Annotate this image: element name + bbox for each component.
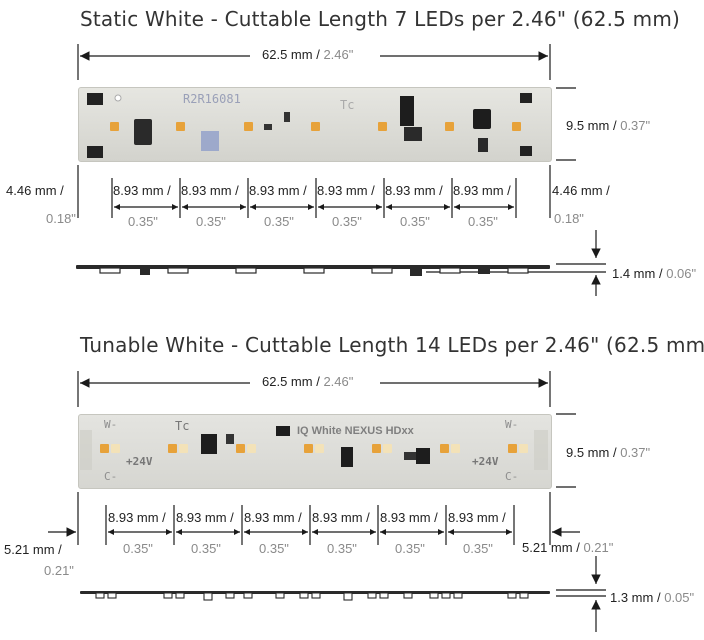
tunable-pcb-brand: IQ White NEXUS HDxx [297,425,414,437]
tunable-pitch-mm-3: 8.93 mm / [244,510,302,525]
tunable-edge-right-inch: 0.21" [583,540,614,555]
tunable-edge-right: 5.21 mm / 0.21" [522,540,613,555]
tunable-width-mm: 9.5 mm [566,445,610,460]
tunable-edge-left-mm: 5.21 mm / [4,542,62,557]
static-pitch-mm-6: 8.93 mm / [453,183,511,198]
static-edge-right-mm: 4.46 mm / [552,183,610,198]
tunable-pitch-mm-4: 8.93 mm / [312,510,370,525]
tunable-pad-c-left: C- [104,470,118,483]
tunable-section-title: Tunable White - Cuttable Length 14 LEDs … [80,333,704,357]
tunable-edge-left-inch: 0.21" [44,563,74,578]
tunable-thickness-mm: 1.3 mm [610,590,654,605]
tunable-edge-right-mm: 5.21 mm [522,540,573,555]
static-pitch-mm-2: 8.93 mm / [181,183,239,198]
tunable-pitch-in-2: 0.35" [191,541,221,556]
static-pitch-in-2: 0.35" [196,214,226,229]
tunable-overall-length-mm: 62.5 mm [262,374,313,389]
tunable-voltage-left: +24V [126,455,153,468]
tunable-width-sep: / [612,445,617,460]
tunable-pad-c-right: C- [505,470,519,483]
tunable-pitch-mm-1: 8.93 mm / [108,510,166,525]
tunable-thickness-sep: / [656,590,661,605]
static-overall-length: 62.5 mm / 2.46" [262,47,353,62]
tunable-voltage-right: +24V [472,455,499,468]
tunable-thickness: 1.3 mm / 0.05" [610,590,694,605]
static-pitch-in-4: 0.35" [332,214,362,229]
static-overall-length-sep: / [316,47,320,62]
static-section-title: Static White - Cuttable Length 7 LEDs pe… [80,7,681,31]
static-edge-right-inch: 0.18" [554,211,584,226]
static-width: 9.5 mm / 0.37" [566,118,650,133]
tunable-width-inch: 0.37" [620,445,651,460]
tunable-overall-length-inch: 2.46" [323,374,354,389]
static-overall-length-mm: 62.5 mm [262,47,313,62]
static-thickness: 1.4 mm / 0.06" [612,266,696,281]
static-side-profile [76,265,550,269]
static-edge-left-mm: 4.46 mm / [6,183,64,198]
tunable-pitch-mm-6: 8.93 mm / [448,510,506,525]
static-pitch-in-1: 0.35" [128,214,158,229]
static-edge-left-inch: 0.18" [46,211,76,226]
static-pcb-label: R2R16081 [183,92,241,106]
static-tc-label: Tc [340,98,355,112]
static-thickness-sep: / [658,266,663,281]
tunable-pitch-in-3: 0.35" [259,541,289,556]
tunable-pad-w-right: W- [505,418,519,431]
static-pitch-mm-1: 8.93 mm / [113,183,171,198]
tunable-overall-length: 62.5 mm / 2.46" [262,374,353,389]
static-width-inch: 0.37" [620,118,651,133]
static-thickness-inch: 0.06" [666,266,697,281]
tunable-pitch-in-5: 0.35" [395,541,425,556]
static-overall-length-inch: 2.46" [323,47,354,62]
tunable-overall-length-sep: / [316,374,320,389]
tunable-pitch-in-1: 0.35" [123,541,153,556]
tunable-width: 9.5 mm / 0.37" [566,445,650,460]
static-width-sep: / [612,118,617,133]
tunable-pad-w-left: W- [104,418,118,431]
tunable-tc-label: Tc [175,419,190,433]
static-thickness-mm: 1.4 mm [612,266,656,281]
static-pitch-in-3: 0.35" [264,214,294,229]
static-pitch-in-5: 0.35" [400,214,430,229]
static-pitch-in-6: 0.35" [468,214,498,229]
tunable-pitch-in-4: 0.35" [327,541,357,556]
static-pitch-mm-3: 8.93 mm / [249,183,307,198]
static-width-mm: 9.5 mm [566,118,610,133]
static-pitch-mm-4: 8.93 mm / [317,183,375,198]
tunable-thickness-inch: 0.05" [664,590,695,605]
tunable-edge-right-sep: / [576,540,580,555]
tunable-pitch-in-6: 0.35" [463,541,493,556]
tunable-pitch-mm-5: 8.93 mm / [380,510,438,525]
tunable-pitch-mm-2: 8.93 mm / [176,510,234,525]
static-pitch-mm-5: 8.93 mm / [385,183,443,198]
